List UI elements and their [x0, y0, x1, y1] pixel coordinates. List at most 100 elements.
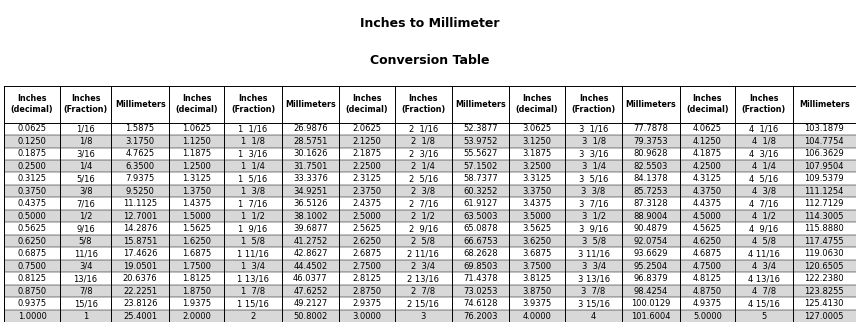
Text: 65.0878: 65.0878 — [464, 224, 498, 233]
Text: 63.5003: 63.5003 — [464, 212, 498, 221]
Text: 1.6875: 1.6875 — [182, 249, 212, 258]
Text: 3  3/4: 3 3/4 — [581, 262, 605, 271]
Text: 9/16: 9/16 — [77, 224, 95, 233]
Text: Conversion Table: Conversion Table — [371, 54, 489, 67]
Text: 3.1750: 3.1750 — [126, 137, 155, 146]
Text: Inches
(decimal): Inches (decimal) — [10, 94, 53, 114]
Text: 77.7878: 77.7878 — [634, 124, 668, 133]
Text: Inches
(Fraction): Inches (Fraction) — [64, 94, 108, 114]
Text: 82.5503: 82.5503 — [634, 162, 668, 171]
Text: 3/8: 3/8 — [79, 187, 92, 196]
Text: Inches
(Fraction): Inches (Fraction) — [230, 94, 275, 114]
Text: 0.3125: 0.3125 — [17, 174, 46, 183]
Text: 2.6875: 2.6875 — [353, 249, 382, 258]
Text: 3.0625: 3.0625 — [523, 124, 552, 133]
Text: Inches
(Fraction): Inches (Fraction) — [401, 94, 445, 114]
Bar — [4, 122, 856, 135]
Text: 9.5250: 9.5250 — [126, 187, 155, 196]
Text: 0.5625: 0.5625 — [17, 224, 46, 233]
Text: 80.9628: 80.9628 — [634, 149, 668, 158]
Text: 115.8880: 115.8880 — [804, 224, 844, 233]
Text: 2  3/8: 2 3/8 — [411, 187, 435, 196]
Text: 15.8751: 15.8751 — [123, 237, 157, 246]
Text: 4  5/16: 4 5/16 — [749, 174, 778, 183]
Text: 3  3/8: 3 3/8 — [581, 187, 605, 196]
Text: 44.4502: 44.4502 — [293, 262, 328, 271]
Text: 2 13/16: 2 13/16 — [408, 274, 439, 283]
Text: 13/16: 13/16 — [74, 274, 98, 283]
Text: 4  7/16: 4 7/16 — [749, 199, 778, 208]
Text: 109.5379: 109.5379 — [804, 174, 844, 183]
Text: 2.1250: 2.1250 — [353, 137, 381, 146]
Text: 68.2628: 68.2628 — [464, 249, 498, 258]
Text: 1.8125: 1.8125 — [182, 274, 211, 283]
Text: 0.3750: 0.3750 — [17, 187, 46, 196]
Text: 4.7500: 4.7500 — [693, 262, 722, 271]
Bar — [4, 297, 856, 310]
Text: 3  5/8: 3 5/8 — [581, 237, 605, 246]
Text: 1.9375: 1.9375 — [182, 299, 212, 308]
Text: 1/8: 1/8 — [79, 137, 92, 146]
Text: 12.7001: 12.7001 — [123, 212, 157, 221]
Text: 7/8: 7/8 — [79, 287, 92, 296]
Text: 5/8: 5/8 — [79, 237, 92, 246]
Text: 4  3/8: 4 3/8 — [752, 187, 776, 196]
Text: 112.7129: 112.7129 — [804, 199, 844, 208]
Text: 4 13/16: 4 13/16 — [748, 274, 780, 283]
Text: 0.8125: 0.8125 — [17, 274, 46, 283]
Text: Inches
(decimal): Inches (decimal) — [175, 94, 218, 114]
Text: 4.9375: 4.9375 — [693, 299, 722, 308]
Text: 71.4378: 71.4378 — [464, 274, 498, 283]
Text: 3.0000: 3.0000 — [353, 312, 381, 321]
Text: 3.1250: 3.1250 — [523, 137, 551, 146]
Text: Millimeters: Millimeters — [625, 100, 676, 109]
Text: 55.5627: 55.5627 — [464, 149, 498, 158]
Text: 2  5/8: 2 5/8 — [411, 237, 435, 246]
Text: 4  3/4: 4 3/4 — [752, 262, 776, 271]
Text: 1  5/16: 1 5/16 — [238, 174, 267, 183]
Text: 106.3629: 106.3629 — [804, 149, 844, 158]
Text: 87.3128: 87.3128 — [634, 199, 668, 208]
Text: 4.6250: 4.6250 — [693, 237, 722, 246]
Text: 1  7/16: 1 7/16 — [238, 199, 267, 208]
Text: 4  1/4: 4 1/4 — [752, 162, 776, 171]
Text: 66.6753: 66.6753 — [464, 237, 498, 246]
Text: 11/16: 11/16 — [74, 249, 98, 258]
Text: 1.0000: 1.0000 — [17, 312, 46, 321]
Bar — [4, 86, 856, 122]
Text: 3.7500: 3.7500 — [523, 262, 552, 271]
Text: 23.8126: 23.8126 — [123, 299, 157, 308]
Text: 114.3005: 114.3005 — [804, 212, 844, 221]
Bar — [4, 172, 856, 185]
Text: 3.3125: 3.3125 — [523, 174, 552, 183]
Text: 1.2500: 1.2500 — [182, 162, 211, 171]
Bar — [4, 210, 856, 223]
Text: 2.4375: 2.4375 — [353, 199, 382, 208]
Text: 2.8750: 2.8750 — [353, 287, 382, 296]
Text: 26.9876: 26.9876 — [293, 124, 328, 133]
Text: 20.6376: 20.6376 — [123, 274, 157, 283]
Text: 90.4879: 90.4879 — [634, 224, 668, 233]
Text: 3.5625: 3.5625 — [523, 224, 552, 233]
Text: 0.5000: 0.5000 — [17, 212, 46, 221]
Text: 101.6004: 101.6004 — [631, 312, 671, 321]
Text: 28.5751: 28.5751 — [293, 137, 328, 146]
Text: 0.1250: 0.1250 — [17, 137, 46, 146]
Text: Inches
(decimal): Inches (decimal) — [686, 94, 728, 114]
Text: 95.2504: 95.2504 — [634, 262, 668, 271]
Text: 1  7/8: 1 7/8 — [241, 287, 265, 296]
Text: 4.4375: 4.4375 — [693, 199, 722, 208]
Text: 0.4375: 0.4375 — [17, 199, 46, 208]
Text: 1.0625: 1.0625 — [182, 124, 211, 133]
Text: 76.2003: 76.2003 — [464, 312, 498, 321]
Text: 61.9127: 61.9127 — [464, 199, 498, 208]
Bar — [4, 223, 856, 235]
Text: 2.5000: 2.5000 — [353, 212, 381, 221]
Text: 3  5/16: 3 5/16 — [579, 174, 608, 183]
Bar — [4, 272, 856, 285]
Text: 19.0501: 19.0501 — [123, 262, 157, 271]
Text: 1.1875: 1.1875 — [182, 149, 212, 158]
Text: 53.9752: 53.9752 — [464, 137, 498, 146]
Text: 3.5000: 3.5000 — [523, 212, 551, 221]
Text: 1.3125: 1.3125 — [182, 174, 211, 183]
